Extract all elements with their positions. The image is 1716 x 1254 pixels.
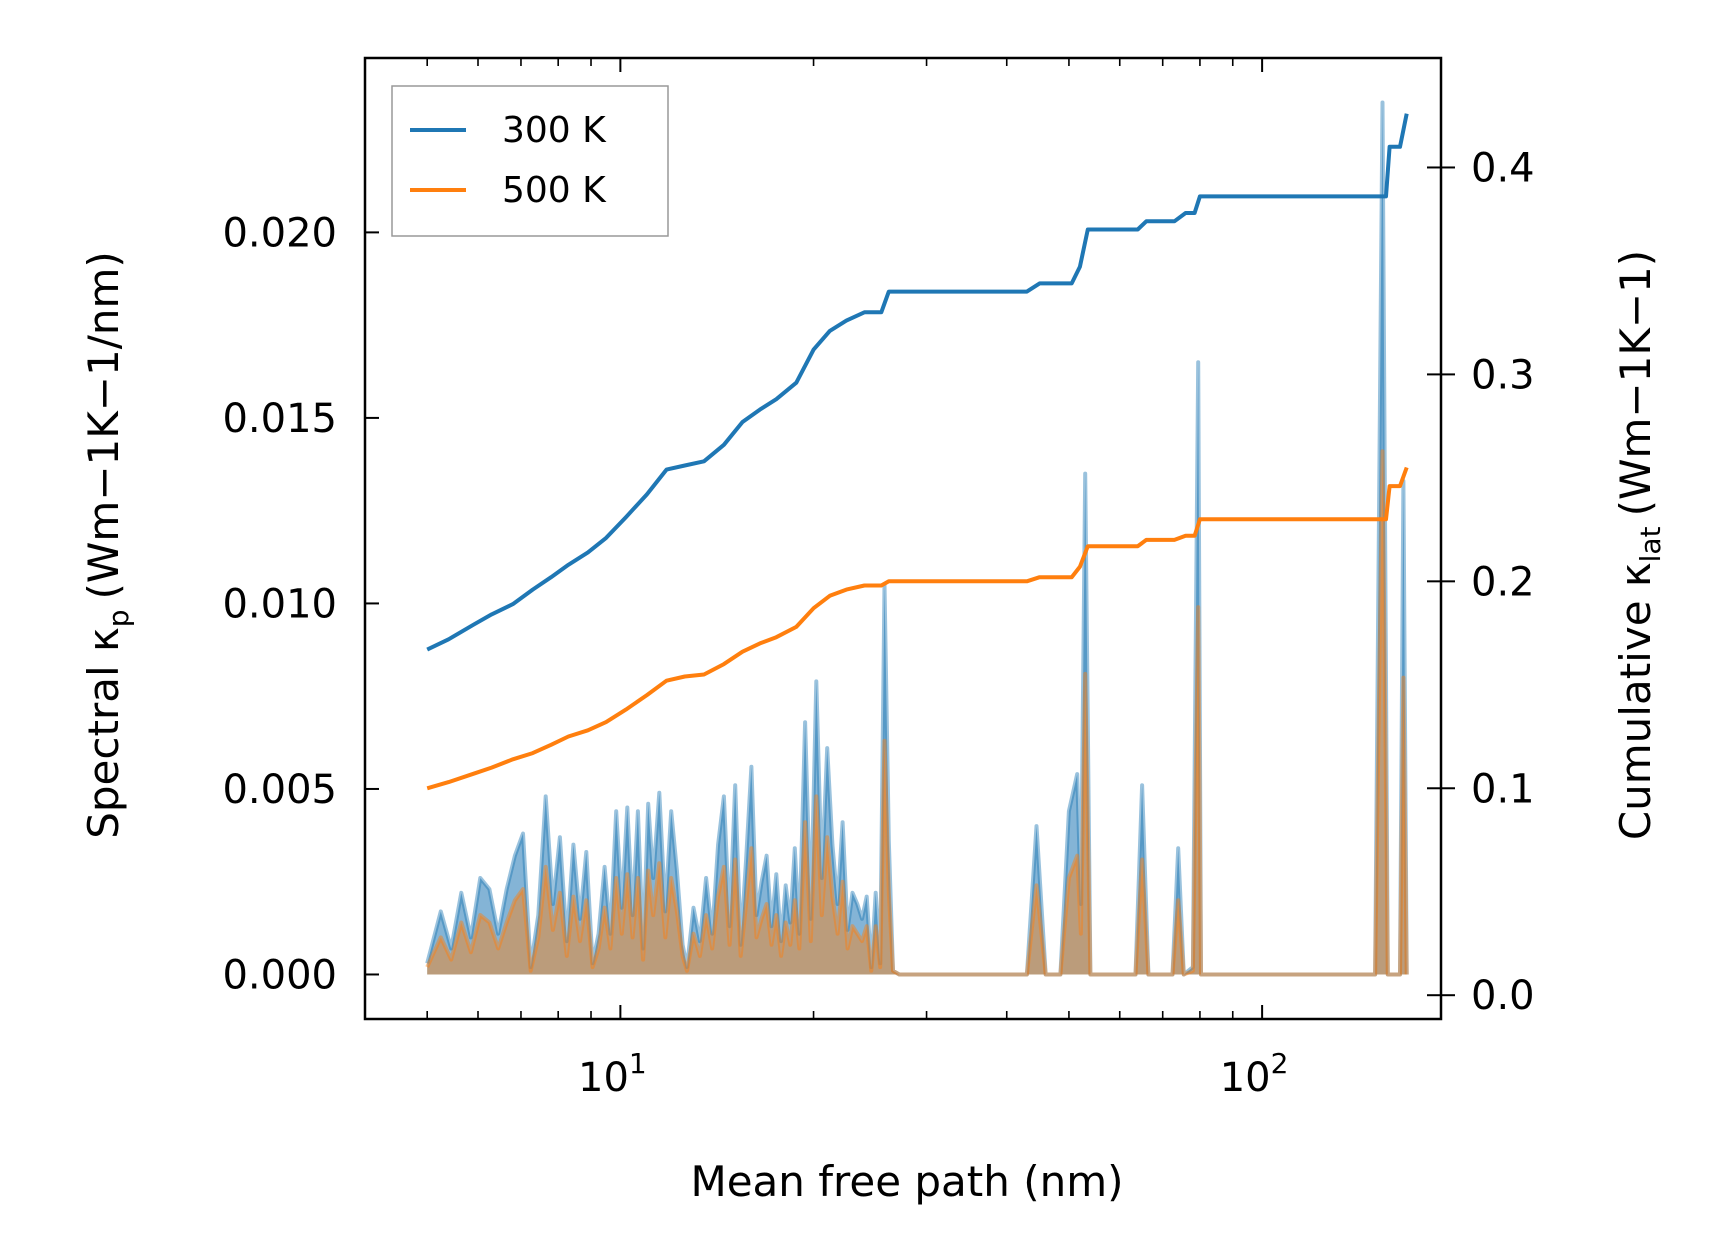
y-right-tick-label-1: 0.1 <box>1471 766 1535 812</box>
y-axis-right-title: Cumulative κlat(Wm−1K−1) <box>1611 250 1667 840</box>
y-axis-left-title: Spectral κp(Wm−1K−1/nm) <box>79 251 135 839</box>
y-left-tick-label-2: 0.010 <box>222 581 337 627</box>
y-left-tick-label-0: 0.000 <box>222 952 337 998</box>
x-tick-label-1: 102 <box>1220 1047 1289 1101</box>
x-tick-label-0: 101 <box>578 1047 647 1101</box>
y-right-tick-label-0: 0.0 <box>1471 973 1535 1019</box>
y-left-tick-label-4: 0.020 <box>222 210 337 256</box>
spectral-area-300k <box>427 102 1407 975</box>
y-left-tick-label-1: 0.005 <box>222 767 337 813</box>
legend-frame <box>391 85 669 237</box>
axes: 101 102 0.000 0.005 0.010 0.015 0.020 0.0 0.1 0.2… <box>222 56 1535 1101</box>
y-right-tick-label-4: 0.4 <box>1471 145 1535 191</box>
spectral-line-300k <box>425 100 1409 977</box>
spectral-area-500k <box>427 451 1407 975</box>
cumulative-line-500k <box>426 466 1409 791</box>
cumulative-line-300k <box>426 113 1409 652</box>
axes-frame <box>363 56 1443 1021</box>
plot-clipped-group <box>425 100 1409 977</box>
y-right-tick-label-3: 0.3 <box>1471 352 1535 398</box>
y-left-tick-label-3: 0.015 <box>222 396 337 442</box>
spectral-line-500k <box>425 449 1409 977</box>
y-right-tick-label-2: 0.2 <box>1471 559 1535 605</box>
legend-label-500k: 500 K <box>502 170 607 211</box>
legend: 300 K 500 K <box>391 85 669 237</box>
legend-label-300k: 300 K <box>502 110 607 151</box>
plot-area <box>425 100 1409 977</box>
x-axis-title: Mean free path (nm) <box>690 1157 1123 1206</box>
